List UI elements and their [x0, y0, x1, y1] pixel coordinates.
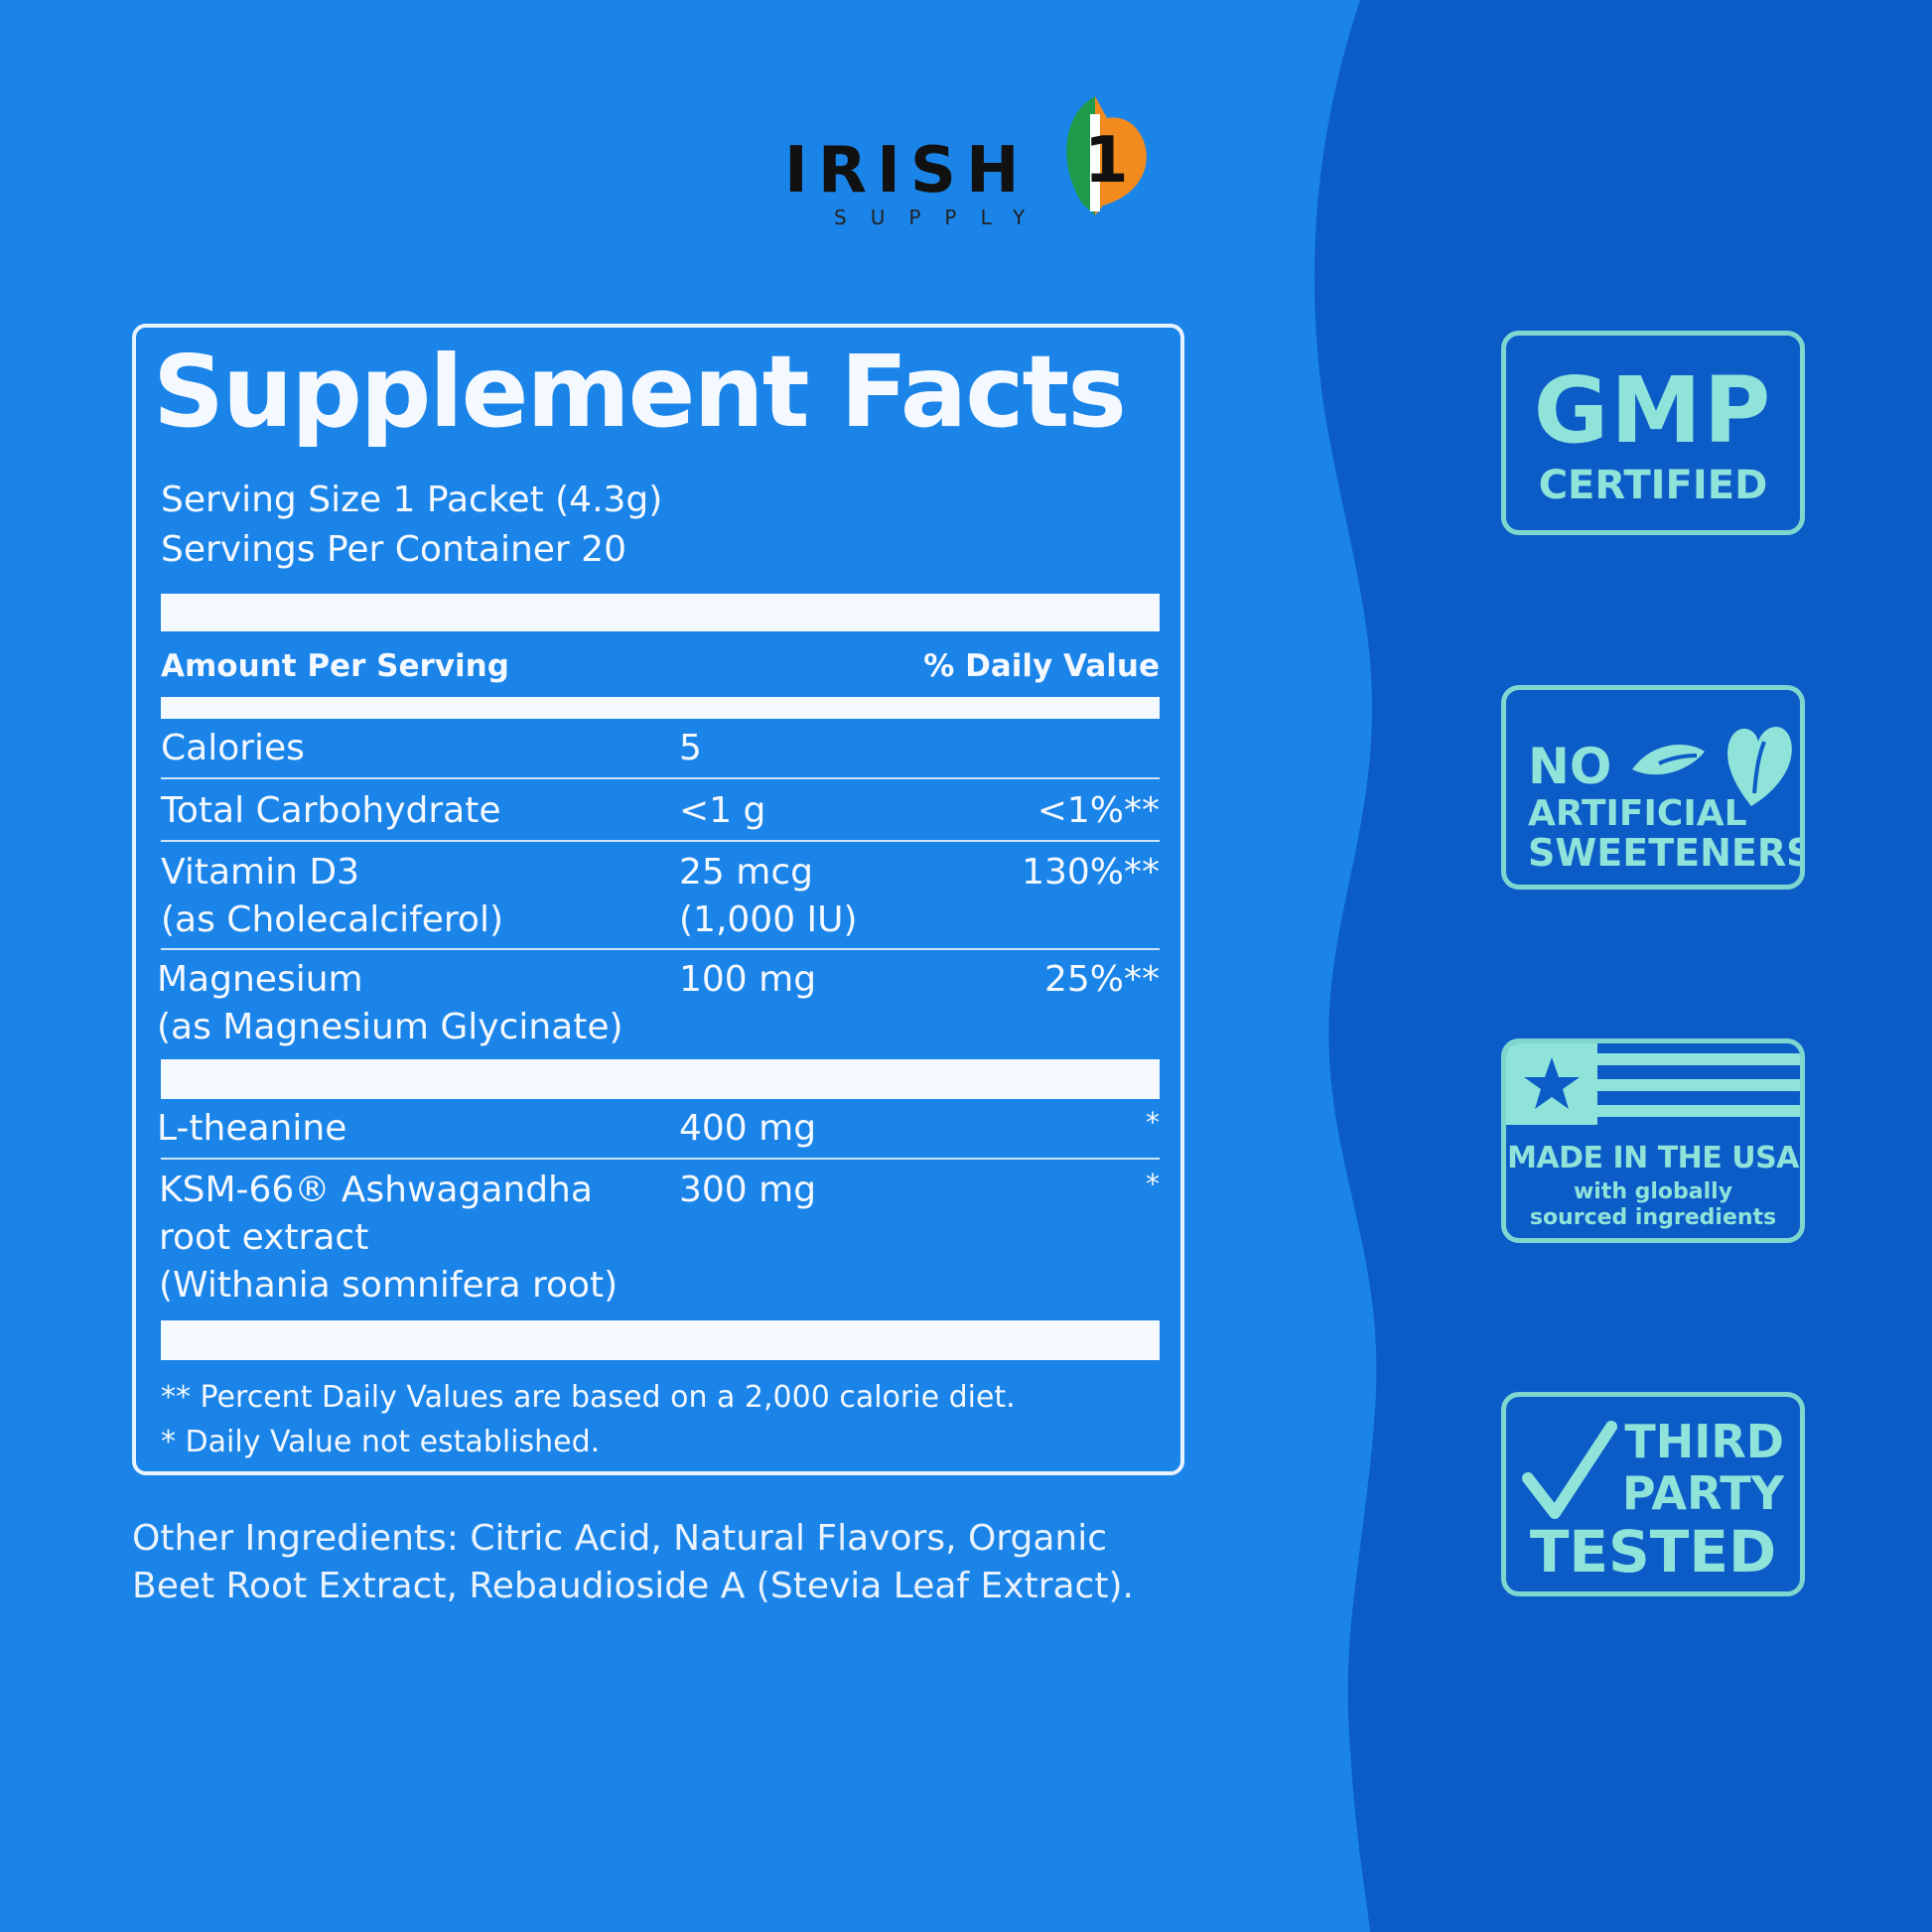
nutrient-name-vitamin-d3: Vitamin D3: [161, 852, 359, 893]
made-in-usa-label: MADE IN THE USA: [1507, 1141, 1799, 1175]
nutrient-name-ashwagandha-line2: root extract: [159, 1217, 369, 1258]
sourced-ingredients-label: sourced ingredients: [1529, 1205, 1777, 1230]
nutrient-source-ashwagandha: (Withania somnifera root): [159, 1265, 619, 1306]
nutrient-dv-carbohydrate: <1%**: [1036, 790, 1160, 831]
header-daily-value: % Daily Value: [923, 648, 1160, 684]
brand-mark-icon: 1: [1066, 96, 1147, 215]
row-divider: [161, 777, 1160, 779]
medium-divider: [161, 697, 1160, 719]
nutrient-name-magnesium: Magnesium: [157, 959, 363, 1000]
leaf-icon: [1632, 726, 1792, 806]
nutrient-dv-l-theanine: *: [1146, 1106, 1160, 1139]
thick-divider: [161, 1320, 1160, 1360]
star-icon: [1524, 1057, 1580, 1109]
gmp-certified-label: CERTIFIED: [1538, 463, 1768, 508]
nutrient-amount-vitamin-d3: 25 mcg: [679, 852, 813, 893]
nutrient-amount-magnesium: 100 mg: [679, 959, 817, 1000]
nutrient-name-carbohydrate: Total Carbohydrate: [161, 790, 501, 831]
thick-divider: [161, 1059, 1160, 1099]
sweeteners-label: SWEETENERS: [1528, 831, 1805, 875]
facts-title: Supplement Facts: [153, 334, 1127, 450]
nutrient-amount-ashwagandha: 300 mg: [679, 1170, 817, 1210]
footnote-not-established: * Daily Value not established.: [161, 1425, 601, 1459]
nutrient-dv-magnesium: 25%**: [1043, 959, 1160, 1000]
tested-label: TESTED: [1529, 1518, 1777, 1586]
brand-logo: IRISH SUPPLY 1: [784, 94, 1152, 233]
party-label: PARTY: [1621, 1466, 1784, 1520]
row-divider: [161, 948, 1160, 950]
right-wave-panel: [1313, 0, 1932, 1932]
nutrient-name-l-theanine: L-theanine: [157, 1108, 347, 1149]
artificial-label: ARTIFICIAL: [1528, 793, 1747, 834]
brand-mark-digit: 1: [1084, 124, 1129, 198]
no-artificial-sweeteners-badge: NO ARTIFICIAL SWEETENERS: [1501, 685, 1805, 890]
nutrient-source-magnesium: (as Magnesium Glycinate): [157, 1007, 623, 1047]
nutrient-name-calories: Calories: [161, 728, 305, 768]
third-party-tested-badge: THIRD PARTY TESTED: [1501, 1392, 1805, 1596]
globally-label: with globally: [1573, 1179, 1733, 1204]
row-divider: [161, 1158, 1160, 1160]
serving-size: Serving Size 1 Packet (4.3g): [161, 480, 663, 520]
other-ingredients-line1: Other Ingredients: Citric Acid, Natural …: [132, 1518, 1107, 1559]
brand-subtitle: SUPPLY: [834, 206, 1049, 229]
gmp-certified-badge: GMP CERTIFIED: [1501, 331, 1805, 535]
supplement-facts-panel: [132, 324, 1184, 1475]
header-amount-per-serving: Amount Per Serving: [161, 648, 509, 684]
nutrient-dv-vitamin-d3: 130%**: [1022, 852, 1160, 893]
nutrient-source-vitamin-d3: (as Cholecalciferol): [161, 899, 503, 940]
thick-divider: [161, 594, 1160, 631]
flag-icon: [1506, 1043, 1800, 1125]
footnote-daily-values: ** Percent Daily Values are based on a 2…: [161, 1380, 1016, 1415]
third-label: THIRD: [1624, 1415, 1784, 1468]
checkmark-icon: [1522, 1421, 1617, 1519]
gmp-label: GMP: [1533, 357, 1773, 464]
nutrient-amount-iu-vitamin-d3: (1,000 IU): [679, 899, 858, 940]
nutrient-amount-l-theanine: 400 mg: [679, 1108, 817, 1149]
nutrient-dv-ashwagandha: *: [1146, 1168, 1160, 1200]
other-ingredients-line2: Beet Root Extract, Rebaudioside A (Stevi…: [132, 1566, 1134, 1606]
nutrient-amount-carbohydrate: <1 g: [679, 790, 766, 831]
servings-per-container: Servings Per Container 20: [161, 529, 626, 570]
made-in-usa-badge: MADE IN THE USA with globally sourced in…: [1501, 1038, 1805, 1243]
row-divider: [161, 840, 1160, 842]
no-label: NO: [1528, 738, 1612, 795]
brand-name: IRISH: [784, 134, 1030, 207]
nutrient-name-ashwagandha: KSM-66® Ashwagandha: [159, 1170, 593, 1210]
nutrient-amount-calories: 5: [679, 728, 702, 768]
